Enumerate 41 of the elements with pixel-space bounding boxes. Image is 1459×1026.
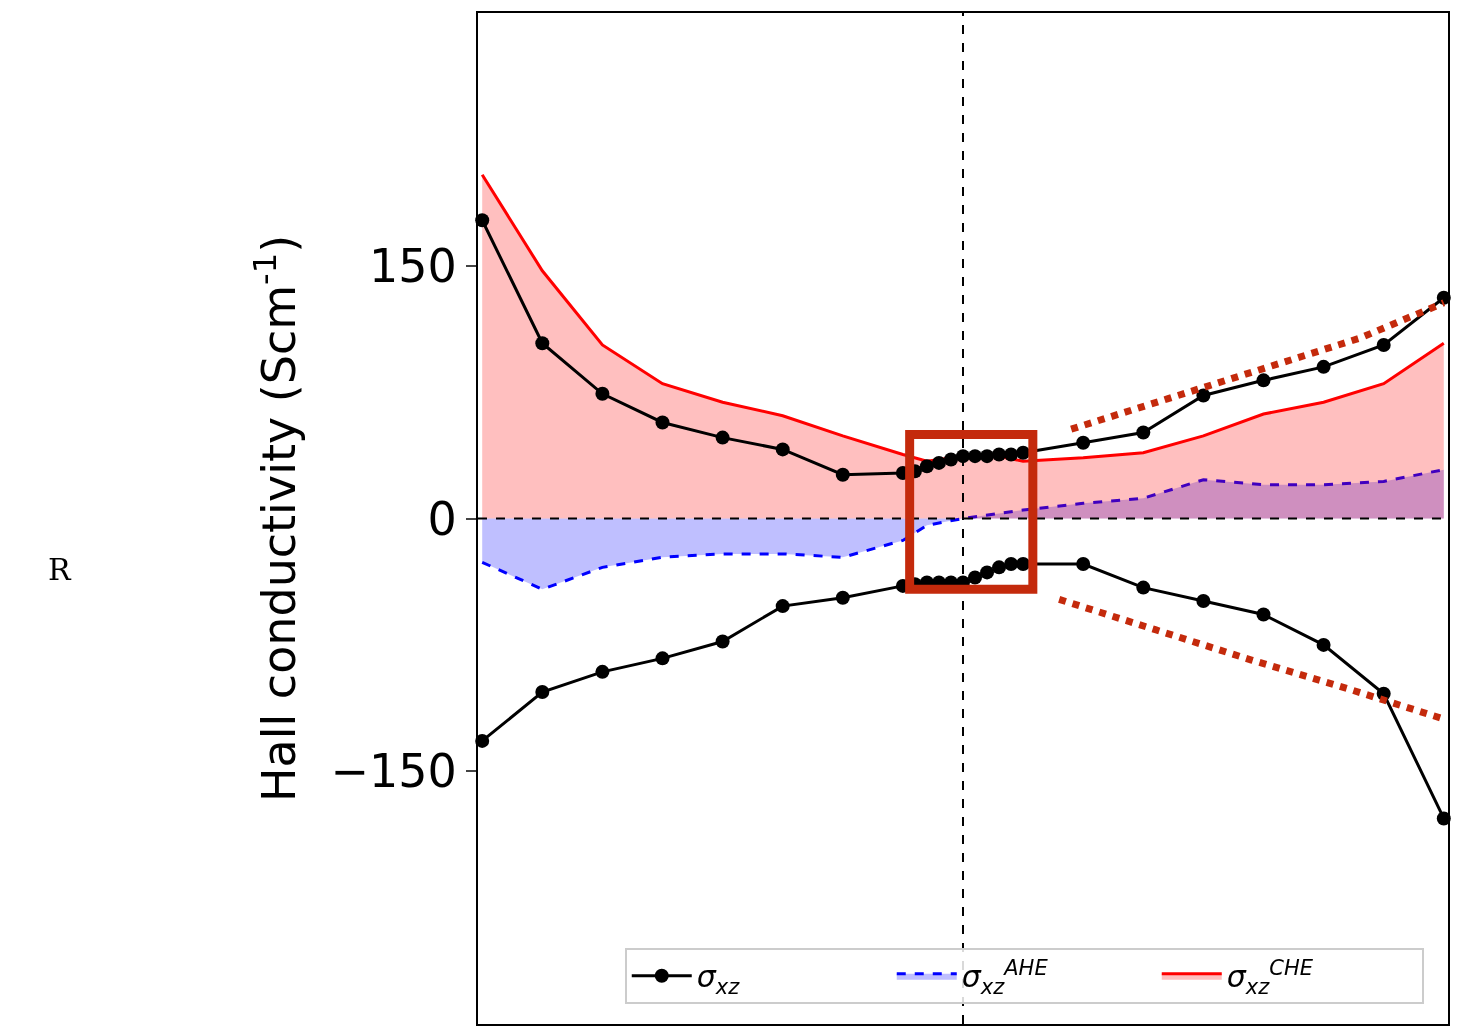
- point: [1196, 388, 1211, 403]
- point: [835, 467, 850, 482]
- point: [715, 430, 730, 445]
- point: [968, 570, 983, 585]
- point: [980, 565, 995, 580]
- text: R: [48, 552, 72, 587]
- point: [835, 590, 850, 605]
- y-tick-label: 150: [368, 238, 457, 293]
- point: [992, 560, 1007, 575]
- point: [595, 664, 610, 679]
- point: [1316, 637, 1331, 652]
- y-tick-label: −150: [330, 744, 457, 799]
- point: [1016, 557, 1031, 571]
- point: [1136, 580, 1151, 595]
- point: [1076, 557, 1091, 571]
- point: [943, 452, 958, 467]
- point: [1076, 435, 1091, 450]
- point: [1256, 607, 1271, 622]
- point: [715, 634, 730, 649]
- point: [931, 455, 946, 470]
- point: [919, 459, 934, 474]
- point: [1256, 373, 1271, 388]
- point: [992, 447, 1007, 462]
- point: [655, 415, 670, 430]
- point: [655, 651, 670, 666]
- point: [968, 449, 983, 464]
- point: [595, 386, 610, 401]
- point: [980, 449, 995, 464]
- point: [535, 685, 550, 700]
- legend-label: σ$_{xz}$: [696, 959, 741, 999]
- point: [1004, 557, 1019, 571]
- point: [775, 599, 790, 614]
- point: [1196, 594, 1211, 609]
- point: [1316, 359, 1331, 374]
- point: [1136, 425, 1151, 440]
- point: [1004, 447, 1019, 462]
- point: [535, 336, 550, 351]
- point: [1376, 337, 1391, 352]
- point: [775, 442, 790, 457]
- y-tick-label: 0: [427, 491, 457, 546]
- point: [1016, 445, 1031, 460]
